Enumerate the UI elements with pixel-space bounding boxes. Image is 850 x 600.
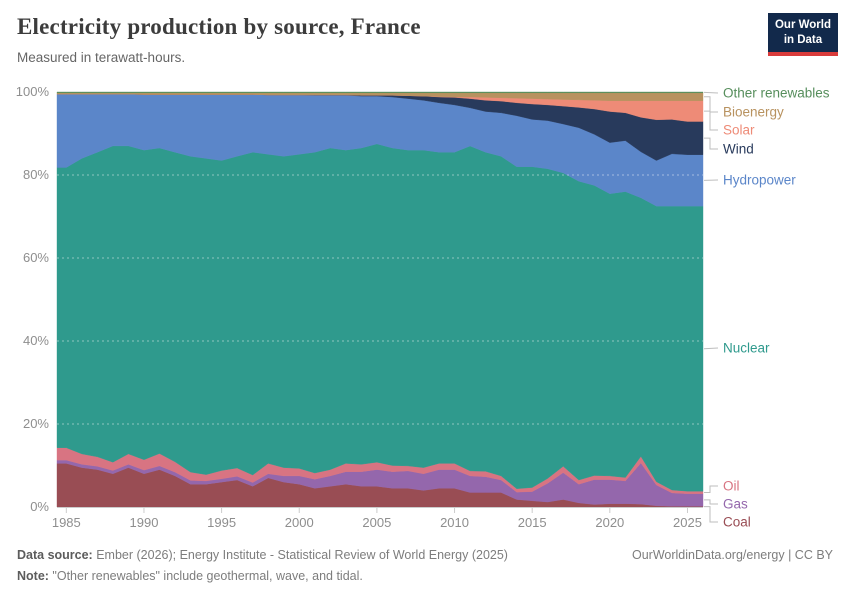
legend-connector-bioenergy	[704, 96, 718, 113]
x-tick-label-2020: 2020	[595, 515, 624, 530]
data-source-line: Data source: Ember (2026); Energy Instit…	[17, 548, 508, 562]
x-tick-label-1995: 1995	[207, 515, 236, 530]
x-tick-label-2000: 2000	[285, 515, 314, 530]
legend-connector-oil	[704, 485, 718, 493]
legend-item-nuclear[interactable]: Nuclear	[723, 341, 770, 356]
legend-item-other-renewables[interactable]: Other renewables	[723, 86, 830, 101]
legend-item-solar[interactable]: Solar	[723, 123, 755, 138]
x-tick-label-1985: 1985	[52, 515, 81, 530]
y-tick-label-40: 40%	[23, 333, 49, 348]
owid-logo-line2: in Data	[783, 33, 823, 46]
y-tick-label-100: 100%	[16, 84, 50, 99]
page-title: Electricity production by source, France	[17, 14, 421, 39]
y-tick-label-60: 60%	[23, 250, 49, 265]
data-source-text: Ember (2026); Energy Institute - Statist…	[92, 548, 508, 562]
owid-logo-line1: Our World	[774, 19, 831, 31]
note-line: Note: "Other renewables" include geother…	[17, 569, 363, 583]
y-tick-label-80: 80%	[23, 167, 49, 182]
owid-logo[interactable]: Our World in Data	[767, 13, 838, 56]
license-link[interactable]: OurWorldinData.org/energy | CC BY	[631, 548, 833, 562]
legend-connector-gas	[704, 499, 718, 505]
y-tick-label-0: 0%	[30, 499, 49, 514]
x-tick-label-2005: 2005	[362, 515, 391, 530]
x-tick-label-2010: 2010	[440, 515, 469, 530]
note-text: "Other renewables" include geothermal, w…	[48, 569, 363, 583]
plot-area[interactable]	[57, 92, 703, 507]
legend-connector-wind	[704, 137, 718, 150]
legend-item-hydropower[interactable]: Hydropower	[723, 173, 796, 188]
legend-item-wind[interactable]: Wind	[723, 142, 754, 157]
legend-item-oil[interactable]: Oil	[723, 479, 740, 494]
legend-connector-coal	[704, 506, 718, 523]
legend-connector-solar	[704, 110, 718, 131]
data-source-label: Data source:	[17, 548, 93, 562]
legend-item-gas[interactable]: Gas	[723, 497, 748, 512]
legend-item-coal[interactable]: Coal	[723, 515, 751, 530]
stacked-area-chart: 0% 20% 40% 60% 80% 100% 1985 1990 1995 2000 2005 20…	[16, 84, 830, 530]
note-label: Note:	[17, 569, 49, 583]
chart-subtitle: Measured in terawatt-hours.	[17, 50, 186, 65]
x-tick-label-2015: 2015	[518, 515, 547, 530]
y-tick-label-20: 20%	[23, 416, 49, 431]
x-tick-label-1990: 1990	[130, 515, 159, 530]
legend-connector-nuclear	[703, 347, 719, 350]
legend-connector-other-renewables	[703, 91, 719, 94]
x-tick-label-2025: 2025	[673, 515, 702, 530]
area-band-other-renewables	[56, 91, 704, 93]
legend-item-bioenergy[interactable]: Bioenergy	[723, 105, 784, 120]
